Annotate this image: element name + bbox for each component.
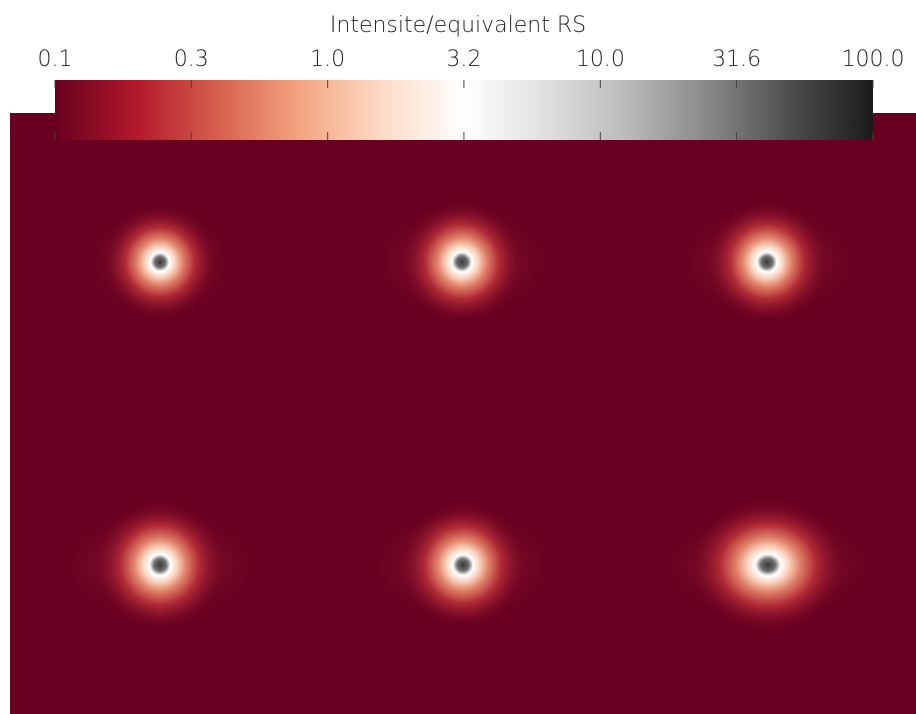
source <box>94 499 226 631</box>
colorbar-title: Intensite/equivalent RS <box>330 13 586 38</box>
colorbar-tick-label: 1.0 <box>310 47 345 72</box>
colorbar-tick-label: 0.3 <box>174 47 209 72</box>
colorbar-tick-label: 31.6 <box>712 47 761 72</box>
source <box>102 204 218 320</box>
source <box>400 200 524 324</box>
source <box>705 200 829 324</box>
sources <box>55 200 883 633</box>
colorbar <box>55 80 873 140</box>
source <box>399 501 527 629</box>
colorbar-tick-label: 0.1 <box>38 47 73 72</box>
source <box>688 497 848 633</box>
colorbar-tick-label: 10.0 <box>576 47 625 72</box>
colorbar-tick-label: 100.0 <box>842 47 905 72</box>
colorbar-tick-label: 3.2 <box>446 47 481 72</box>
